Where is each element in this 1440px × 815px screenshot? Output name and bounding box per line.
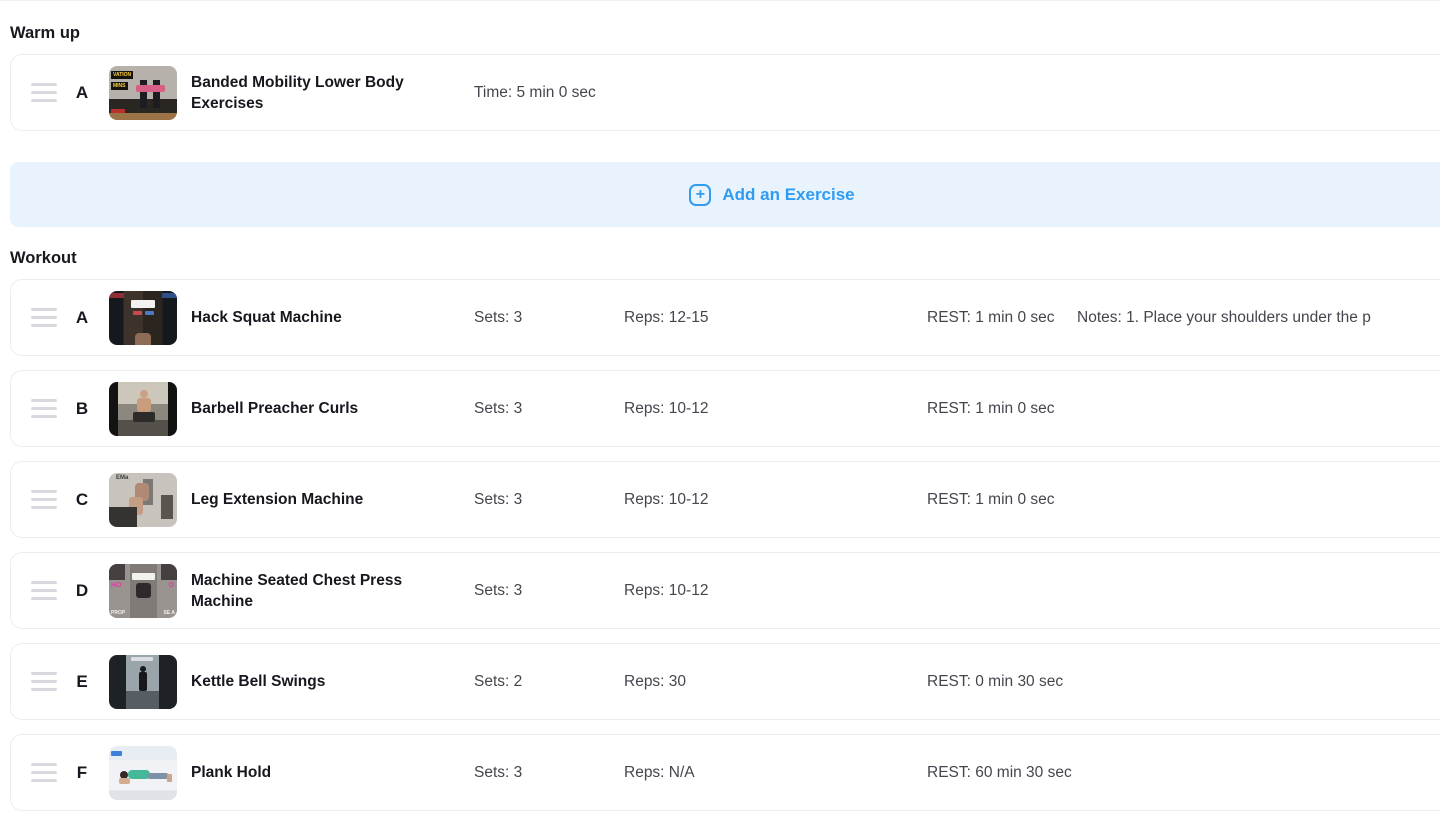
exercise-card-c[interactable]: C EMa Leg Extension Machine Sets: 3 Reps…: [10, 461, 1440, 538]
reps-value: Reps: 10-12: [624, 399, 709, 417]
exercise-name: Leg Extension Machine: [191, 491, 364, 508]
exercise-thumbnail: [109, 290, 177, 345]
add-exercise-button[interactable]: + Add an Exercise: [10, 162, 1440, 227]
exercise-thumbnail: EMa: [109, 472, 177, 527]
exercise-name: Machine Seated Chest Press Machine: [191, 571, 403, 610]
exercise-letter: E: [76, 671, 88, 691]
exercise-letter: B: [75, 398, 89, 418]
exercise-name: Barbell Preacher Curls: [191, 400, 359, 417]
drag-handle-icon[interactable]: [31, 672, 57, 691]
rest-value: REST: 0 min 30 sec: [927, 672, 1064, 690]
section-title-warmup: Warm up: [10, 24, 80, 42]
plus-icon: +: [689, 183, 712, 206]
drag-handle-icon[interactable]: [31, 83, 57, 102]
reps-value: Reps: N/A: [624, 763, 695, 781]
thumbnail-caption: MINS: [111, 81, 128, 90]
exercise-letter: A: [75, 82, 89, 102]
top-divider: [0, 0, 1440, 1]
exercise-name: Plank Hold: [191, 764, 272, 781]
reps-value: Reps: 10-12: [624, 490, 709, 508]
rest-value: REST: 1 min 0 sec: [927, 490, 1055, 508]
exercise-letter: C: [75, 489, 89, 509]
reps-value: Reps: 10-12: [624, 581, 709, 599]
exercise-letter: F: [76, 762, 88, 782]
exercise-thumbnail: HO O PROP SE A: [109, 563, 177, 618]
sets-value: Sets: 3: [474, 763, 523, 781]
exercise-card-e[interactable]: E Kettle Bell Swings Sets: 2 Reps: 30 RE…: [10, 643, 1440, 720]
exercise-card-a[interactable]: A Hack Squat Machine Sets: 3 Reps: 12-15…: [10, 279, 1440, 356]
thumbnail-caption: VATION: [111, 70, 134, 79]
exercise-card-f[interactable]: F Plank Hold Sets: 3 Reps: N/A REST: 60 …: [10, 734, 1440, 811]
drag-handle-icon[interactable]: [31, 399, 57, 418]
add-exercise-label: Add an Exercise: [722, 184, 855, 204]
drag-handle-icon[interactable]: [31, 490, 57, 509]
thumbnail-caption: O: [168, 581, 174, 589]
sets-value: Sets: 3: [474, 490, 523, 508]
exercise-card-d[interactable]: D HO O PROP SE A Machine Seated Chest Pr…: [10, 552, 1440, 629]
exercise-thumbnail: [109, 381, 177, 436]
exercise-letter: D: [75, 580, 89, 600]
drag-handle-icon[interactable]: [31, 308, 57, 327]
sets-value: Sets: 3: [474, 308, 523, 326]
thumbnail-caption: SE A: [163, 609, 175, 616]
section-title-workout: Workout: [10, 249, 77, 267]
drag-handle-icon[interactable]: [31, 763, 57, 782]
exercise-letter: A: [75, 307, 89, 327]
sets-value: Sets: 3: [474, 399, 523, 417]
exercise-card-warmup-a[interactable]: A VATION MINS Banded Mobility Lower Body…: [10, 54, 1440, 131]
reps-value: Reps: 12-15: [624, 308, 709, 326]
rest-value: REST: 1 min 0 sec: [927, 399, 1055, 417]
workout-builder: Warm up A VATION MINS Banded Mobility Lo…: [0, 24, 1440, 811]
reps-value: Reps: 30: [624, 672, 687, 690]
sets-value: Sets: 2: [474, 672, 523, 690]
exercise-name: Kettle Bell Swings: [191, 673, 326, 690]
thumbnail-caption: EMa: [116, 474, 129, 481]
rest-value: REST: 1 min 0 sec: [927, 308, 1055, 326]
exercise-card-b[interactable]: B Barbell Preacher Curls Sets: 3 Reps: 1…: [10, 370, 1440, 447]
exercise-thumbnail: [109, 745, 177, 800]
exercise-name: Banded Mobility Lower Body Exercises: [191, 73, 404, 112]
time-value: Time: 5 min 0 sec: [474, 83, 596, 101]
drag-handle-icon[interactable]: [31, 581, 57, 600]
thumbnail-caption: PROP: [111, 609, 126, 616]
exercise-thumbnail: [109, 654, 177, 709]
rest-value: REST: 60 min 30 sec: [927, 763, 1072, 781]
thumbnail-caption: HO: [111, 581, 122, 589]
exercise-thumbnail: VATION MINS: [109, 65, 177, 120]
exercise-name: Hack Squat Machine: [191, 309, 342, 326]
sets-value: Sets: 3: [474, 581, 523, 599]
notes-value: Notes: 1. Place your shoulders under the…: [1077, 308, 1371, 326]
